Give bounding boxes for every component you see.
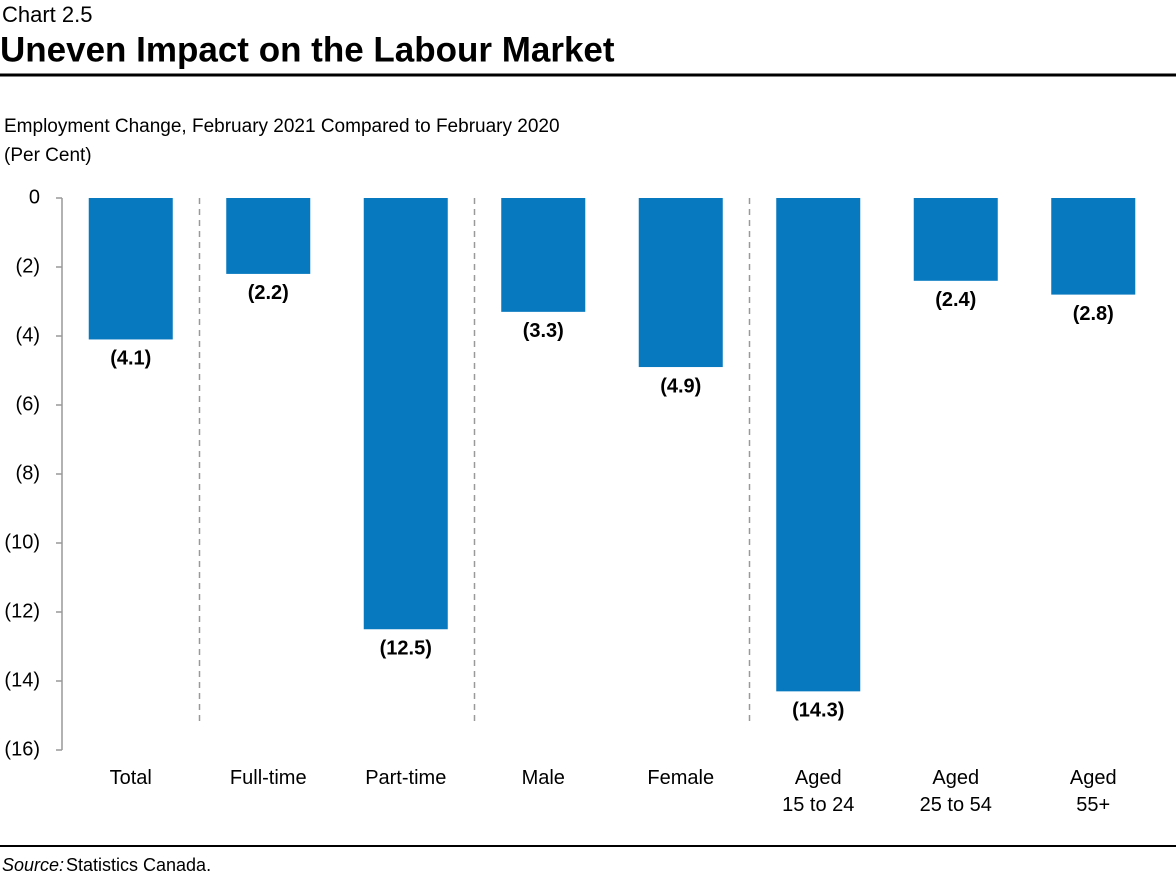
value-label: (3.3) — [523, 320, 564, 342]
chart-subtitle: Employment Change, February 2021 Compare… — [4, 116, 560, 137]
x-tick-label: Female — [647, 767, 715, 789]
value-label: (2.4) — [935, 289, 976, 311]
bar — [363, 198, 448, 630]
y-tick-label: 0 — [29, 186, 40, 208]
x-tick-label: Part-time — [365, 767, 447, 789]
y-axis-unit: (Per Cent) — [4, 145, 92, 166]
x-tick-label: Full-time — [229, 767, 307, 789]
y-tick-label: (6) — [16, 393, 40, 415]
x-tick-label: Aged 25 to 54 — [919, 767, 992, 816]
value-label: (12.5) — [380, 638, 432, 660]
chart-label: Chart 2.5 — [2, 2, 93, 27]
source: Statistics Canada. — [66, 855, 211, 875]
bar — [1051, 198, 1136, 295]
value-label: (4.9) — [660, 375, 701, 397]
value-label: (14.3) — [792, 700, 844, 722]
bar — [638, 198, 723, 368]
bar — [501, 198, 586, 312]
y-tick-label: (10) — [4, 531, 40, 553]
x-tick-label: Total — [109, 767, 152, 789]
bar — [226, 198, 311, 274]
chart-title: Uneven Impact on the Labour Market — [0, 30, 615, 69]
bar — [913, 198, 998, 281]
x-tick-label: Aged 55+ — [1069, 767, 1117, 816]
y-tick-label: (2) — [16, 255, 40, 277]
y-tick-label: (8) — [16, 462, 40, 484]
value-label: (2.2) — [248, 282, 289, 304]
y-tick-label: (16) — [4, 738, 40, 760]
x-tick-label: Male — [521, 767, 565, 789]
source-label: Source: — [2, 855, 64, 875]
y-tick-label: (4) — [16, 324, 40, 346]
y-tick-label: (14) — [4, 669, 40, 691]
bar — [88, 198, 173, 340]
x-tick-label: Aged 15 to 24 — [782, 767, 855, 816]
bar — [776, 198, 861, 692]
value-label: (4.1) — [110, 348, 151, 370]
y-tick-label: (12) — [4, 600, 40, 622]
value-label: (2.8) — [1073, 303, 1114, 325]
